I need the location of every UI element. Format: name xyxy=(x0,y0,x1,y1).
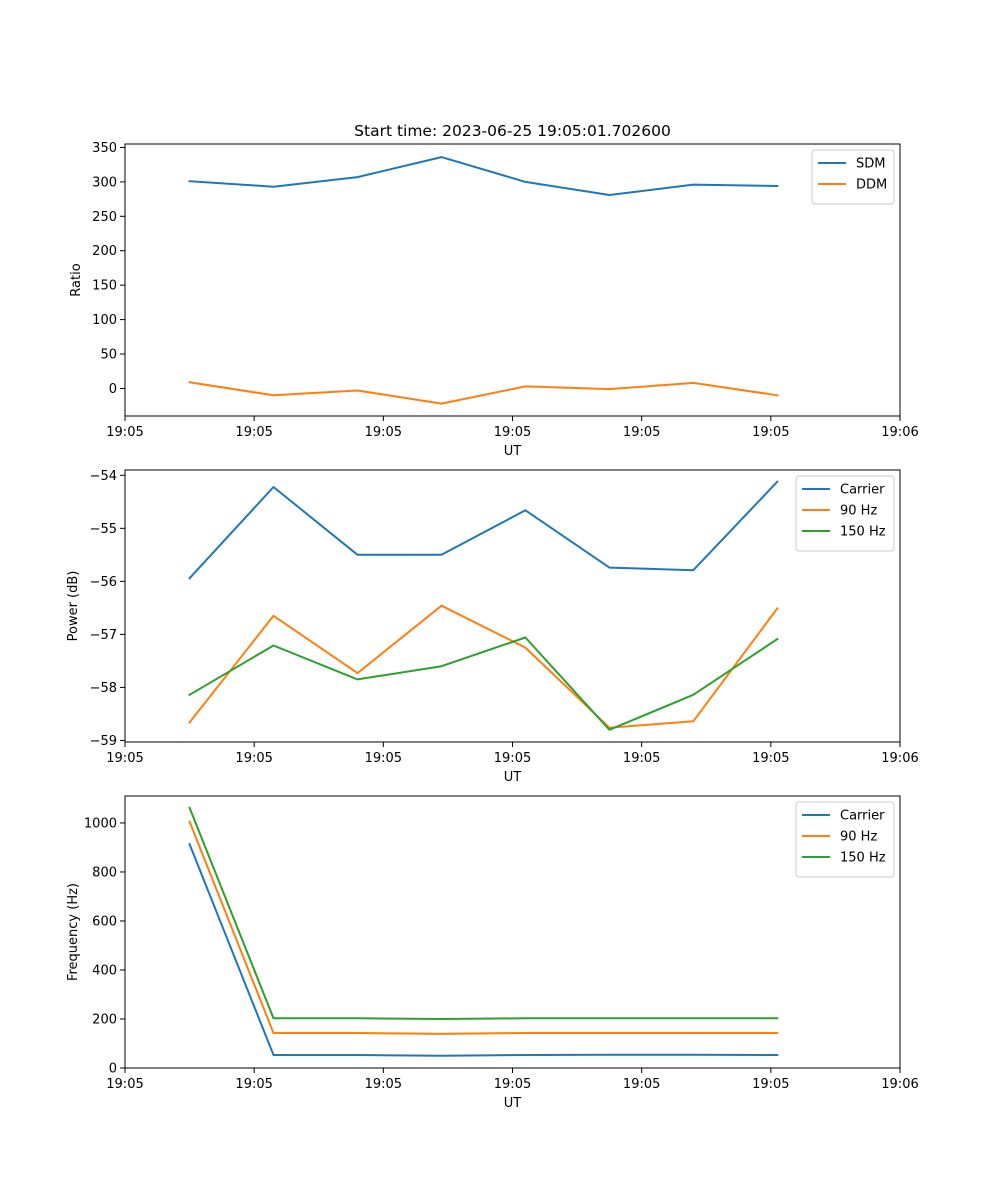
panel-2-y-tick-label: −58 xyxy=(90,681,117,696)
panel-3-x-tick-label: 19:05 xyxy=(106,1077,143,1092)
panel-3-series-90-hz xyxy=(188,820,779,1035)
panel-1-x-tick-label: 19:06 xyxy=(881,425,918,440)
panel-2-series-90-hz xyxy=(188,604,779,729)
panel-1-y-tick-label: 50 xyxy=(100,348,117,363)
panel-3-x-tick-label: 19:06 xyxy=(881,1077,918,1092)
panel-3-legend-label: 150 Hz xyxy=(840,851,886,866)
panel-1-y-tick-label: 350 xyxy=(92,141,117,156)
panel-1-y-tick-label: 100 xyxy=(92,313,117,328)
panel-1-legend-label: DDM xyxy=(856,178,887,193)
panel-3-legend xyxy=(795,801,895,878)
panel-3-y-tick-label: 400 xyxy=(92,963,117,978)
panel-1-legend-label: SDM xyxy=(856,157,885,172)
panel-2-x-tick-label: 19:05 xyxy=(365,751,402,766)
panel-1-x-tick-label: 19:05 xyxy=(752,425,789,440)
panel-2-legend xyxy=(795,475,895,552)
panel-2-series-150-hz xyxy=(188,636,779,731)
panel-3-legend-label: 90 Hz xyxy=(840,830,877,845)
panel-1-x-tick-label: 19:05 xyxy=(106,425,143,440)
panel-3-y-axis-label: Frequency (Hz) xyxy=(66,883,81,981)
panel-2-legend-label: Carrier xyxy=(840,483,885,498)
panel-1-y-tick-label: 150 xyxy=(92,279,117,294)
panel-3-x-tick-label: 19:05 xyxy=(494,1077,531,1092)
panel-3-x-axis-label: UT xyxy=(504,1096,522,1111)
panel-1-x-tick-label: 19:05 xyxy=(365,425,402,440)
panel-1-y-tick-label: 250 xyxy=(92,210,117,225)
panel-3-y-tick-label: 0 xyxy=(109,1062,117,1077)
panel-1-y-tick-label: 0 xyxy=(109,382,117,397)
chart-title: Start time: 2023-06-25 19:05:01.702600 xyxy=(354,122,671,140)
panel-3-x-tick-label: 19:05 xyxy=(365,1077,402,1092)
panel-3-y-tick-label: 200 xyxy=(92,1012,117,1027)
panel-3-series-carrier xyxy=(188,843,779,1057)
panel-3-x-tick-label: 19:05 xyxy=(623,1077,660,1092)
panel-2-x-tick-label: 19:06 xyxy=(881,751,918,766)
panel-3-y-tick-label: 600 xyxy=(92,914,117,929)
panel-3-series-150-hz xyxy=(188,806,779,1020)
panel-2-y-tick-label: −57 xyxy=(90,628,117,643)
panel-2-x-tick-label: 19:05 xyxy=(623,751,660,766)
panel-1-y-axis-label: Ratio xyxy=(69,263,84,296)
panel-1-x-tick-label: 19:05 xyxy=(623,425,660,440)
panel-3-axes-frame xyxy=(124,795,901,1069)
panel-3-y-tick-label: 800 xyxy=(92,865,117,880)
panel-3-x-tick-label: 19:05 xyxy=(235,1077,272,1092)
panel-2-legend-label: 90 Hz xyxy=(840,504,877,519)
panel-2-x-axis-label: UT xyxy=(504,770,522,785)
panel-1-x-tick-label: 19:05 xyxy=(235,425,272,440)
panel-2-y-tick-label: −55 xyxy=(90,522,117,537)
panel-1-x-axis-label: UT xyxy=(504,444,522,459)
panel-3-x-tick-label: 19:05 xyxy=(752,1077,789,1092)
panel-2-x-tick-label: 19:05 xyxy=(106,751,143,766)
panel-1-x-tick-label: 19:05 xyxy=(494,425,531,440)
panel-2-x-tick-label: 19:05 xyxy=(752,751,789,766)
panel-2-x-tick-label: 19:05 xyxy=(494,751,531,766)
panel-1-y-tick-label: 300 xyxy=(92,175,117,190)
panel-2-y-axis-label: Power (dB) xyxy=(66,571,81,642)
panel-2-axes-frame xyxy=(124,469,901,743)
panel-1-series-sdm xyxy=(188,156,779,196)
panel-2-legend-label: 150 Hz xyxy=(840,525,886,540)
panel-2-series-carrier xyxy=(188,480,779,580)
panel-2-x-tick-label: 19:05 xyxy=(235,751,272,766)
panel-2-y-tick-label: −59 xyxy=(90,734,117,749)
panel-3-legend-label: Carrier xyxy=(840,809,885,824)
panel-1-series-ddm xyxy=(188,381,779,405)
panel-3-y-tick-label: 1000 xyxy=(84,816,117,831)
panel-1-y-tick-label: 200 xyxy=(92,244,117,259)
panel-2-y-tick-label: −56 xyxy=(90,575,117,590)
panel-2-y-tick-label: −54 xyxy=(90,469,117,484)
